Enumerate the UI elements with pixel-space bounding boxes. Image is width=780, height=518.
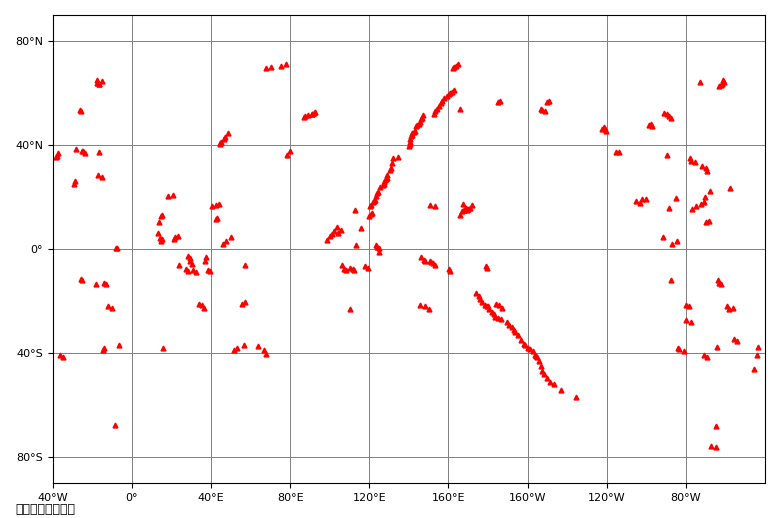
Text: 出典：気象庁資料: 出典：気象庁資料 — [16, 503, 76, 516]
